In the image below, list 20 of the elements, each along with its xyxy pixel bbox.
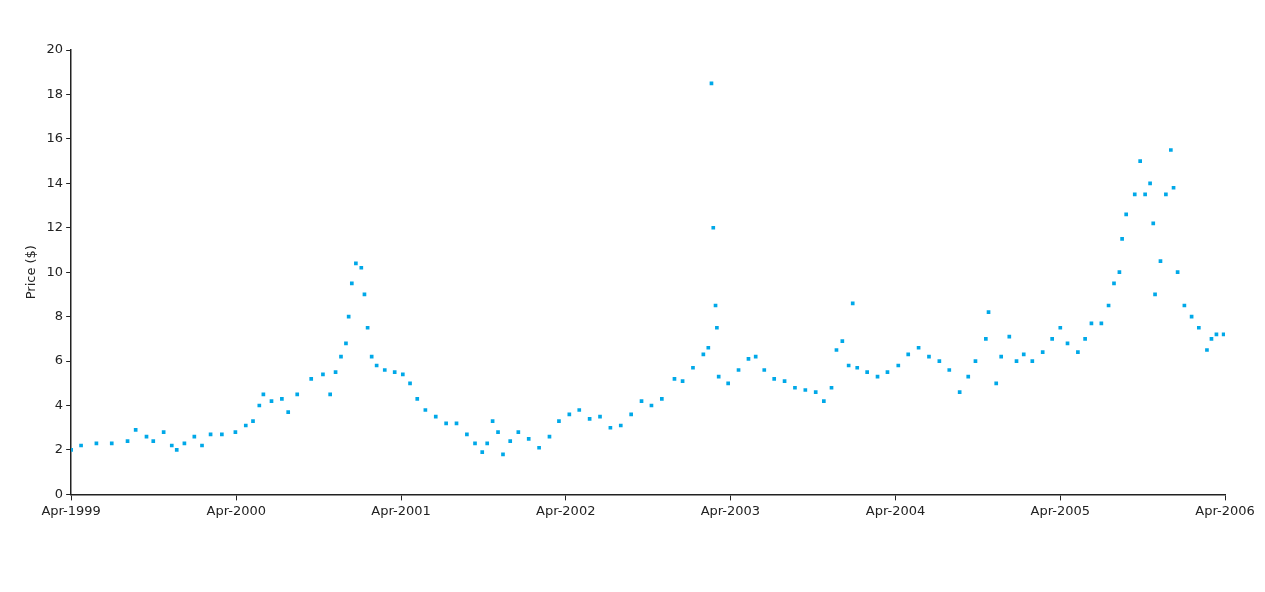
x-tick-label: Apr-2006 [1195,502,1255,518]
y-tick-label: 12 [46,219,64,235]
y-tick-label: 10 [46,263,64,279]
y-tick-label: 14 [46,174,64,190]
x-tick-label: Apr-2003 [700,502,761,518]
y-tick-label: 20 [46,41,64,57]
y-tick-label: 16 [46,130,64,146]
y-tick-label: 6 [54,352,64,368]
x-tick-label: Apr-2002 [536,502,596,518]
y-tick-label: 18 [46,85,64,101]
x-tick-label: Apr-2001 [371,502,431,518]
x-tick-label: Apr-2004 [865,502,926,518]
x-tick-label: Apr-2005 [1030,502,1091,518]
y-axis-title: Price ($) [23,245,39,300]
y-tick-label: 2 [54,441,64,457]
y-tick-label: 0 [54,485,64,501]
y-tick-label: 8 [54,308,64,324]
x-tick-label: Apr-2000 [206,502,267,518]
x-tick-label: Apr-1999 [41,502,101,518]
y-tick-label: 4 [54,396,64,412]
